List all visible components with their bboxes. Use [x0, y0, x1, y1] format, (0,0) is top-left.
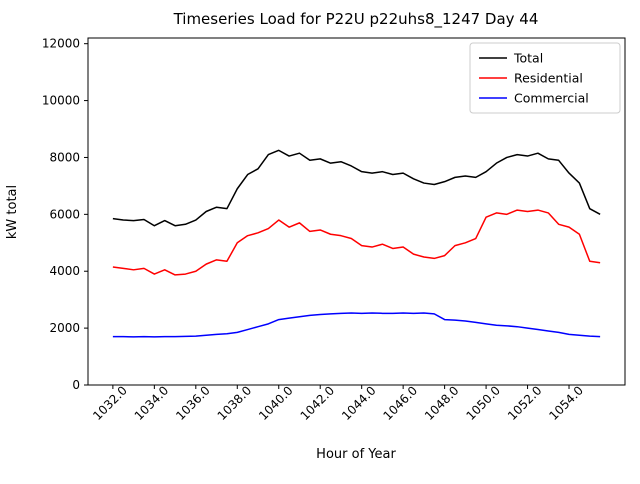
- legend-label-commercial: Commercial: [514, 91, 589, 106]
- x-tick-label: 1046.0: [381, 383, 421, 423]
- y-tick-label: 2000: [49, 321, 80, 335]
- y-axis-label: kW total: [5, 185, 20, 239]
- legend-label-total: Total: [513, 51, 543, 66]
- x-tick-label: 1052.0: [505, 383, 545, 423]
- y-tick-label: 10000: [42, 94, 80, 108]
- y-tick-label: 6000: [49, 207, 80, 221]
- y-tick-label: 12000: [42, 37, 80, 51]
- x-tick-label: 1048.0: [422, 383, 462, 423]
- x-tick-label: 1044.0: [339, 383, 379, 423]
- plot-layer: [112, 149, 601, 338]
- axes-frame: [87, 37, 626, 386]
- x-tick-label: 1054.0: [546, 383, 586, 423]
- x-tick-label: 1032.0: [90, 383, 130, 423]
- legend: Total Residential Commercial: [469, 42, 621, 114]
- series-line-residential: [112, 209, 601, 276]
- chart-title: Timeseries Load for P22U p22uhs8_1247 Da…: [173, 10, 539, 29]
- series-line-commercial: [112, 312, 601, 338]
- x-tick-label: 1042.0: [298, 383, 338, 423]
- x-axis-label: Hour of Year: [316, 447, 396, 462]
- x-tick-label: 1050.0: [463, 383, 503, 423]
- x-tick-label: 1034.0: [132, 383, 172, 423]
- y-tick-label: 4000: [49, 264, 80, 278]
- y-tick-label: 8000: [49, 150, 80, 164]
- y-tick-label: 0: [72, 378, 80, 392]
- x-tick-label: 1038.0: [215, 383, 255, 423]
- legend-label-residential: Residential: [514, 71, 583, 86]
- legend-box: [469, 42, 621, 114]
- series-line-total: [112, 149, 601, 227]
- x-tick-label: 1036.0: [173, 383, 213, 423]
- x-tick-label: 1040.0: [256, 383, 296, 423]
